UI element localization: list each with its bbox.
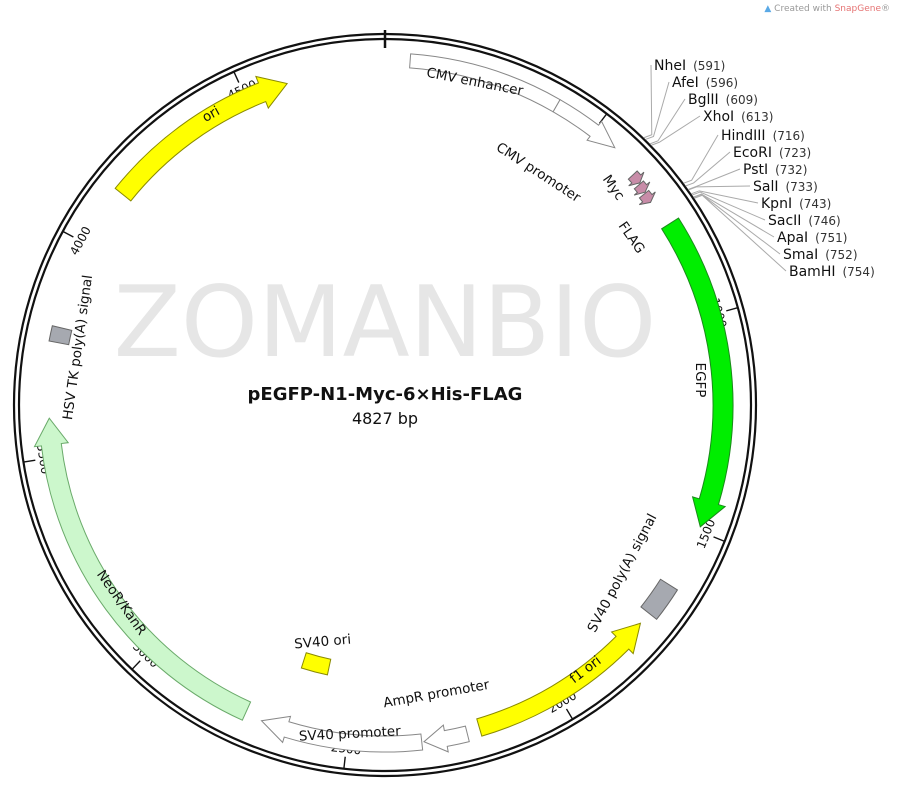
site-smai[interactable]: SmaI (752): [783, 247, 858, 263]
site-position: (723): [779, 146, 811, 160]
site-psti[interactable]: PstI (732): [743, 162, 807, 178]
tick-mark: [565, 708, 574, 720]
site-afei[interactable]: AfeI (596): [672, 75, 738, 91]
site-position: (743): [799, 197, 831, 211]
site-position: (609): [726, 93, 758, 107]
tick-mark: [131, 660, 141, 670]
site-sacii[interactable]: SacII (746): [768, 213, 841, 229]
site-xhoi[interactable]: XhoI (613): [703, 109, 773, 125]
tick-mark: [726, 307, 739, 312]
tick-label: 4000: [67, 224, 94, 258]
site-position: (613): [741, 110, 773, 124]
site-hindiii[interactable]: HindIII (716): [721, 128, 805, 144]
label-myc: Myc: [599, 172, 628, 203]
feature-myc[interactable]: [627, 170, 645, 187]
label-sv40-promoter: SV40 promoter: [298, 723, 401, 744]
site-position: (596): [706, 76, 738, 90]
site-leader-line: [691, 190, 759, 204]
site-leader-line: [693, 193, 781, 255]
feature-ampr-promoter[interactable]: [423, 724, 470, 753]
site-ecori[interactable]: EcoRI (723): [733, 145, 811, 161]
backbone-inner: [17, 37, 753, 773]
label-egfp: EGFP: [692, 363, 708, 398]
site-name: XhoI: [703, 109, 734, 125]
feature-flag[interactable]: [638, 189, 656, 206]
site-position: (591): [693, 59, 725, 73]
site-bamhi[interactable]: BamHI (754): [789, 264, 875, 280]
site-name: EcoRI: [733, 145, 772, 161]
site-name: BamHI: [789, 264, 835, 280]
feature-sv40-ori[interactable]: [300, 652, 332, 676]
site-name: HindIII: [721, 128, 766, 144]
site-nhei[interactable]: NheI (591): [654, 58, 725, 74]
site-leader-line: [694, 194, 787, 272]
site-sali[interactable]: SalI (733): [753, 179, 818, 195]
backbone-outer: [12, 32, 758, 778]
site-kpni[interactable]: KpnI (743): [761, 196, 831, 212]
site-position: (754): [842, 265, 874, 279]
snapgene-logo-icon: ▲: [764, 4, 772, 14]
restriction-sites: NheI (591) AfeI (596) BglII (609) XhoI (613) Hin…: [643, 58, 875, 280]
label-ampr-promoter: AmpR promoter: [382, 677, 491, 711]
site-name: SmaI: [783, 247, 818, 263]
site-leader-line: [643, 64, 653, 139]
site-name: SacII: [768, 213, 801, 229]
site-leader-line: [683, 134, 719, 184]
label-flag: FLAG: [615, 219, 648, 257]
site-position: (751): [815, 231, 847, 245]
site-position: (716): [773, 129, 805, 143]
snapgene-credit: ▲ Created with SnapGene®: [764, 4, 890, 14]
site-name: AfeI: [672, 75, 699, 91]
site-name: BglII: [688, 92, 719, 108]
site-name: NheI: [654, 58, 686, 74]
site-name: SalI: [753, 179, 778, 195]
site-apai[interactable]: ApaI (751): [777, 230, 847, 246]
site-position: (752): [825, 248, 857, 262]
feature-sv40-poly-a-signal[interactable]: [640, 578, 679, 621]
tick-mark: [62, 230, 74, 238]
tick-mark: [713, 536, 725, 542]
feature-ori[interactable]: [114, 75, 289, 202]
site-leader-line: [688, 185, 751, 191]
feature-hsv-tk-poly-a-signal[interactable]: [48, 325, 73, 346]
site-name: PstI: [743, 162, 768, 178]
site-leader-line: [649, 98, 686, 145]
site-name: ApaI: [777, 230, 808, 246]
site-position: (733): [785, 180, 817, 194]
label-sv40-ori: SV40 ori: [294, 632, 352, 653]
site-leader-line: [651, 115, 701, 146]
features: [33, 53, 734, 753]
label-cmv-promoter: CMV promoter: [493, 139, 584, 206]
label-ori: ori: [200, 103, 223, 126]
feature-f1-ori[interactable]: [476, 622, 642, 737]
site-position: (746): [808, 214, 840, 228]
tick-mark: [233, 71, 240, 83]
site-position: (732): [775, 163, 807, 177]
tick-mark: [23, 459, 36, 463]
site-name: KpnI: [761, 196, 792, 212]
label-hsv-tk-polya: HSV TK poly(A) signal: [60, 274, 96, 421]
site-leader-line: [691, 191, 766, 221]
site-bglii[interactable]: BglII (609): [688, 92, 758, 108]
feature-egfp[interactable]: [660, 217, 734, 528]
tick-mark: [343, 756, 346, 769]
watermark: ZOMANBIO: [114, 266, 656, 380]
label-sv40-polya: SV40 poly(A) signal: [584, 511, 660, 635]
plasmid-size: 4827 bp: [352, 409, 418, 428]
plasmid-name: pEGFP-N1-Myc-6×His-FLAG: [248, 384, 523, 405]
feature-his[interactable]: [633, 180, 651, 196]
feature-sv40-promoter[interactable]: [260, 715, 424, 753]
feature-cmv-promoter[interactable]: [552, 98, 616, 149]
site-leader-line: [685, 151, 731, 187]
feature-neor-kanr[interactable]: [33, 417, 252, 721]
site-leader-line: [645, 81, 670, 140]
